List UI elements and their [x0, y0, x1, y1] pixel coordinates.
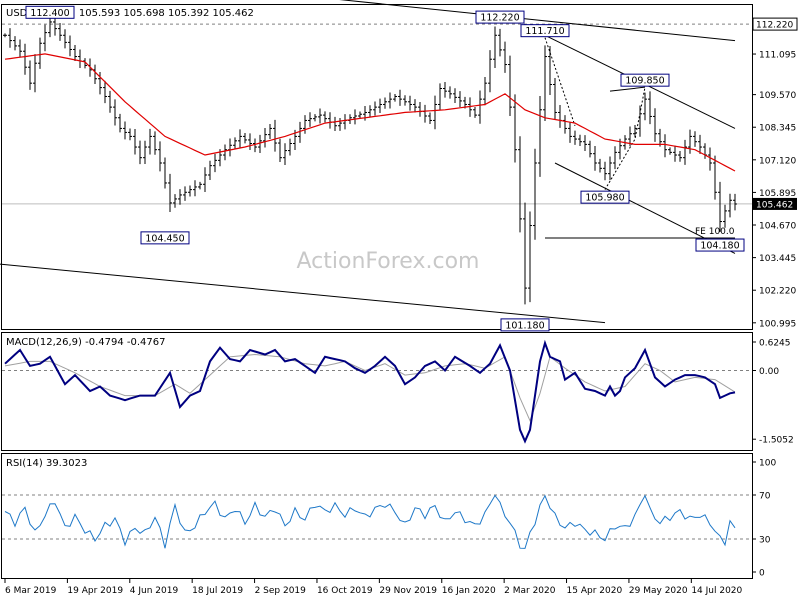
rsi-panel: 100 70 30 0 — [2, 459, 776, 579]
x-axis-label: 14 Jul 2020 — [691, 586, 742, 596]
x-axis-label: 16 Jan 2020 — [442, 586, 496, 596]
price-annotation-label: 112.400 — [30, 8, 69, 19]
rsi-line — [4, 494, 736, 549]
price-annotation-label: 105.980 — [585, 193, 624, 204]
dotted-projection — [544, 37, 576, 126]
price-annotation-label: 101.180 — [505, 320, 544, 331]
macd-axis-label: 0.6245 — [759, 339, 791, 349]
last-price-box — [753, 197, 797, 210]
macd-header: MACD(12,26,9) -0.4794 -0.4767 — [6, 337, 166, 348]
price-annotation-label: 104.450 — [145, 233, 184, 244]
macd-line — [4, 339, 736, 444]
price-axis-label: 107.120 — [759, 156, 796, 166]
watermark: ActionForex.com — [297, 249, 480, 274]
x-axis-label: 19 Apr 2019 — [67, 586, 123, 596]
price-annotation-box — [500, 318, 550, 332]
x-axis-label: 4 Jun 2019 — [130, 586, 179, 596]
rsi-axis-label: 100 — [759, 459, 776, 469]
price-annotation-box — [520, 24, 570, 38]
price-panel: 112.220 111.095 109.570 108.345 107.120 105.8… — [0, 0, 798, 332]
rsi-header: RSI(14) 39.3023 — [6, 458, 87, 469]
x-axis-label: 29 May 2020 — [629, 586, 688, 596]
price-axis-label: 100.995 — [759, 319, 796, 329]
price-axis-label: 109.570 — [759, 91, 796, 101]
x-axis-label: 16 Oct 2019 — [317, 586, 373, 596]
macd-axis-label: 0.00 — [759, 367, 779, 377]
trendline — [0, 263, 606, 324]
price-annotation-box — [25, 5, 75, 19]
rsi-panel-frame — [1, 453, 753, 579]
trendline — [609, 86, 646, 92]
rsi-axis-label: 70 — [759, 492, 771, 502]
macd-axis-label: -1.5052 — [759, 436, 794, 446]
retracement-tag: FE 100.0 — [695, 227, 735, 237]
price-panel-frame — [1, 4, 753, 330]
moving-average-line — [4, 53, 736, 172]
price-axis-label: 102.220 — [759, 287, 796, 297]
rsi-axis-label: 30 — [759, 536, 771, 546]
price-axis-label: 105.895 — [759, 189, 796, 199]
x-axis-label: 15 Apr 2020 — [567, 586, 623, 596]
macd-panel-frame — [1, 332, 753, 451]
price-annotation-box — [140, 231, 190, 245]
x-axis-label: 18 Jul 2019 — [192, 586, 243, 596]
price-annotation-label: 104.180 — [700, 241, 739, 252]
dotted-projection — [604, 87, 646, 190]
trendline — [339, 0, 736, 42]
macd-panel: 0.6245 0.00 -1.5052 — [2, 339, 794, 446]
x-axis-label: 29 Nov 2019 — [379, 586, 437, 596]
price-annotation-label: 109.850 — [625, 76, 664, 87]
price-axis-label: 111.095 — [759, 51, 796, 61]
x-axis: 6 Mar 2019 19 Apr 2019 4 Jun 2019 18 Jul 20… — [4, 579, 743, 596]
rsi-axis-label: 0 — [759, 569, 765, 579]
last-price-label: 105.462 — [756, 200, 793, 210]
macd-signal-line — [4, 353, 736, 423]
resistance-axis-box — [752, 17, 798, 31]
price-annotation-box — [475, 10, 525, 24]
price-annotation-box — [580, 190, 630, 204]
price-axis-label: 104.670 — [759, 222, 796, 232]
price-annotation-label: 111.710 — [525, 26, 564, 37]
resistance-axis-label: 112.220 — [756, 21, 793, 31]
x-axis-label: 2 Mar 2020 — [504, 586, 556, 596]
x-axis-label: 2 Sep 2019 — [255, 586, 307, 596]
price-annotation-label: 112.220 — [480, 13, 519, 24]
x-axis-label: 6 Mar 2019 — [5, 586, 57, 596]
price-axis-label: 103.445 — [759, 254, 796, 264]
price-annotation-box — [695, 238, 745, 252]
price-axis-label: 108.345 — [759, 124, 796, 134]
price-annotation-box — [620, 73, 670, 87]
